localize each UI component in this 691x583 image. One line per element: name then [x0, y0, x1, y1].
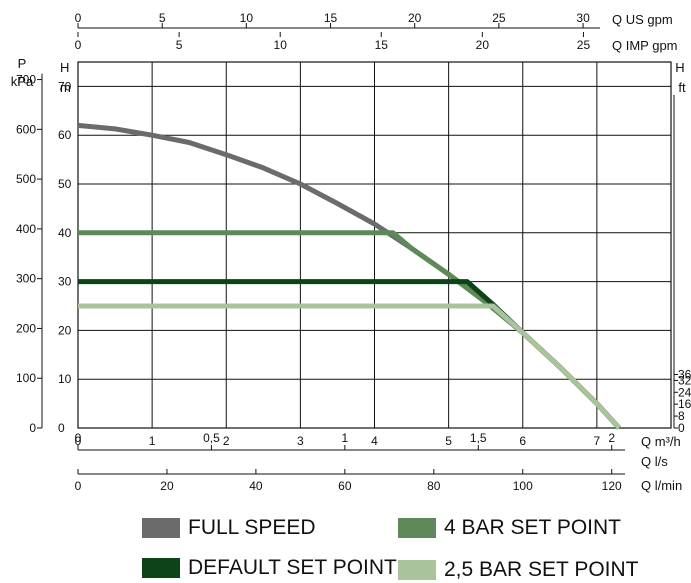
tick-label-m3h: 6 — [519, 434, 526, 448]
tick-label-us-gpm: 15 — [324, 11, 338, 25]
tick-label-us-gpm: 30 — [576, 11, 590, 25]
tick-label-kpa: 400 — [16, 222, 36, 236]
axis-unit-m3h: Q m³/h — [641, 434, 681, 449]
tick-label-m3h: 3 — [297, 434, 304, 448]
tick-label-us-gpm: 0 — [75, 11, 82, 25]
axis-unit-h-m: H — [60, 60, 69, 75]
tick-label-us-gpm: 20 — [408, 11, 422, 25]
tick-label-m: 60 — [58, 128, 72, 142]
tick-label-ft: 36 — [678, 367, 691, 381]
tick-label-lmin: 120 — [602, 479, 622, 493]
axis-unit-kpa: kPa — [11, 74, 34, 89]
tick-label-kpa: 0 — [29, 421, 36, 435]
tick-label-ft: 32 — [678, 373, 691, 387]
axis-unit-lmin: Q l/min — [641, 478, 682, 493]
tick-label-us-gpm: 25 — [492, 11, 506, 25]
tick-label-m3h: 7 — [594, 434, 601, 448]
tick-label-lmin: 20 — [160, 479, 174, 493]
tick-label-us-gpm: 5 — [159, 11, 166, 25]
axis-unit-imp-gpm: Q IMP gpm — [612, 38, 678, 53]
tick-label-m: 50 — [58, 177, 72, 191]
tick-label-ft: 0 — [678, 421, 685, 435]
tick-label-ft: 16 — [678, 397, 691, 411]
series-lines — [77, 122, 621, 430]
tick-label-imp-gpm: 0 — [75, 38, 82, 52]
tick-label-imp-gpm: 15 — [375, 38, 389, 52]
tick-label-m: 20 — [58, 323, 72, 337]
series-line-full-speed — [77, 122, 621, 430]
tick-label-ls: 2 — [608, 431, 615, 445]
tick-label-m: 30 — [58, 275, 72, 289]
tick-label-ls: 1 — [342, 431, 349, 445]
series-line-2-5-bar-set-point — [78, 303, 621, 430]
tick-label-m3h: 2 — [223, 434, 230, 448]
axis-unit-ft: ft — [678, 80, 686, 95]
tick-label-lmin: 100 — [513, 479, 533, 493]
tick-label-lmin: 40 — [249, 479, 263, 493]
tick-label-kpa: 300 — [16, 272, 36, 286]
tick-label-ls: 0 — [75, 431, 82, 445]
tick-label-lmin: 80 — [427, 479, 441, 493]
tick-label-ft: 24 — [678, 385, 691, 399]
axis-unit-ls: Q l/s — [641, 454, 668, 469]
tick-label-m3h: 1 — [149, 434, 156, 448]
axis-unit-us-gpm: Q US gpm — [612, 12, 673, 27]
tick-label-lmin: 60 — [338, 479, 352, 493]
grid — [77, 61, 672, 429]
tick-label-lmin: 0 — [75, 479, 82, 493]
tick-label-m3h: 4 — [371, 434, 378, 448]
tick-label-m3h: 0 — [75, 434, 82, 448]
tick-label-imp-gpm: 10 — [274, 38, 288, 52]
tick-label-m3h: 5 — [445, 434, 452, 448]
tick-label-m: 0 — [58, 421, 65, 435]
tick-label-kpa: 100 — [16, 371, 36, 385]
tick-label-kpa: 500 — [16, 172, 36, 186]
tick-label-kpa: 700 — [16, 73, 36, 87]
axis-unit-m: m — [60, 80, 71, 95]
tick-label-kpa: 600 — [16, 122, 36, 136]
tick-label-imp-gpm: 5 — [176, 38, 183, 52]
tick-label-ls: 1,5 — [470, 431, 487, 445]
axis-unit-h-ft: H — [675, 60, 684, 75]
tick-label-m: 10 — [58, 372, 72, 386]
tick-label-imp-gpm: 20 — [476, 38, 490, 52]
tick-label-m: 40 — [58, 226, 72, 240]
tick-label-imp-gpm: 25 — [577, 38, 591, 52]
tick-label-m: 70 — [58, 79, 72, 93]
axis-unit-p: P — [18, 56, 27, 71]
tick-label-us-gpm: 10 — [240, 11, 254, 25]
tick-label-ls: 0,5 — [203, 431, 220, 445]
tick-label-ft: 8 — [678, 409, 685, 423]
tick-label-kpa: 200 — [16, 321, 36, 335]
